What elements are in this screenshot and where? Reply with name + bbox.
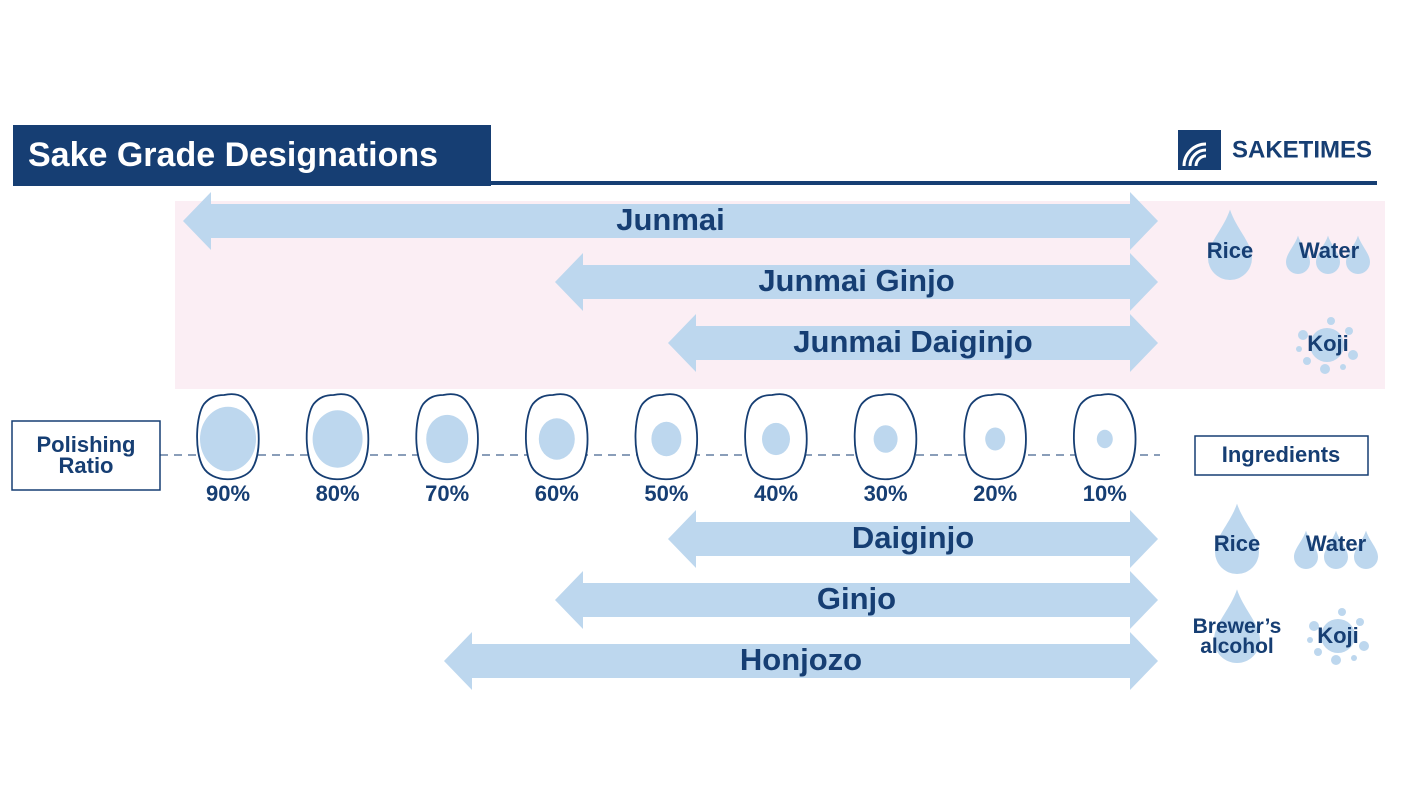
rice-core — [762, 422, 790, 456]
ratio-label: 20% — [973, 481, 1017, 506]
ratio-label-title: Polishing Ratio — [36, 431, 136, 478]
title-bar — [13, 125, 491, 186]
ratio-label: 70% — [425, 481, 469, 506]
koji-dot — [1331, 655, 1341, 665]
ratio-label: 30% — [864, 481, 908, 506]
drop-icon — [1324, 530, 1348, 569]
grade-label: Honjozo — [740, 642, 862, 677]
koji-icon — [1310, 328, 1344, 362]
grade-arrow — [668, 510, 1158, 568]
koji-dot — [1340, 364, 1346, 370]
ingredients-label: Ingredients — [1222, 442, 1341, 467]
koji-dot — [1351, 655, 1357, 661]
ingredient-label: Koji — [1317, 623, 1359, 648]
koji-dot — [1320, 364, 1330, 374]
ingredients-box — [1194, 435, 1369, 476]
title: Sake Grade Designations — [28, 136, 438, 174]
grade-label: Junmai Ginjo — [758, 263, 954, 298]
koji-icon — [1321, 619, 1355, 653]
grade-arrow — [444, 632, 1158, 690]
rice-core — [873, 425, 898, 453]
ingredient-label: Water — [1306, 531, 1367, 556]
drop-icon — [1208, 209, 1252, 280]
ratio-label: 10% — [1083, 481, 1127, 506]
koji-dot — [1338, 608, 1346, 616]
koji-dot — [1345, 327, 1353, 335]
title-rule — [13, 181, 1377, 185]
koji-dot — [1307, 637, 1313, 643]
koji-dot — [1348, 350, 1358, 360]
koji-dot — [1298, 330, 1308, 340]
ingredient-label: Koji — [1307, 331, 1349, 356]
grade-label: Daiginjo — [852, 520, 974, 555]
ingredient-label: Water — [1299, 238, 1360, 263]
ratio-label: 60% — [535, 481, 579, 506]
koji-dot — [1296, 346, 1302, 352]
grade-label: Ginjo — [817, 581, 896, 616]
grade-arrow — [555, 571, 1158, 629]
koji-dot — [1327, 317, 1335, 325]
brand: SAKETIMES — [1232, 136, 1372, 163]
rice-core — [312, 410, 363, 468]
drop-icon — [1316, 235, 1340, 274]
drop-icon — [1214, 589, 1260, 663]
brand-logo — [1178, 130, 1221, 170]
ingredient-label: Rice — [1214, 531, 1260, 556]
drop-icon — [1286, 235, 1310, 274]
grade-arrow — [668, 314, 1158, 372]
drop-icon — [1294, 530, 1318, 569]
ratio-label: 80% — [316, 481, 360, 506]
grade-arrow — [183, 192, 1158, 250]
grade-label: Junmai Daiginjo — [793, 324, 1032, 359]
grade-arrow — [555, 253, 1158, 311]
ratio-label: 50% — [644, 481, 688, 506]
drop-icon — [1354, 530, 1378, 569]
drop-icon — [1215, 503, 1259, 574]
rice-core — [200, 406, 256, 472]
drop-icon — [1346, 235, 1370, 274]
rice-core — [985, 427, 1006, 451]
ingredient-label: Brewer’s alcohol — [1192, 615, 1282, 658]
koji-dot — [1303, 357, 1311, 365]
rice-core — [1096, 429, 1113, 449]
ratio-label-title-box: Polishing Ratio — [36, 431, 136, 478]
koji-dot — [1309, 621, 1319, 631]
rice-core — [426, 414, 469, 464]
ratio-label: 90% — [206, 481, 250, 506]
rice-core — [651, 421, 682, 457]
ingredient-label-box: Brewer’s alcohol — [1192, 615, 1282, 658]
rice-core — [538, 418, 575, 460]
koji-dot — [1356, 618, 1364, 626]
koji-dot — [1359, 641, 1369, 651]
grade-label: Junmai — [616, 202, 725, 237]
ratio-label: 40% — [754, 481, 798, 506]
koji-dot — [1314, 648, 1322, 656]
ingredient-label: Rice — [1207, 238, 1253, 263]
